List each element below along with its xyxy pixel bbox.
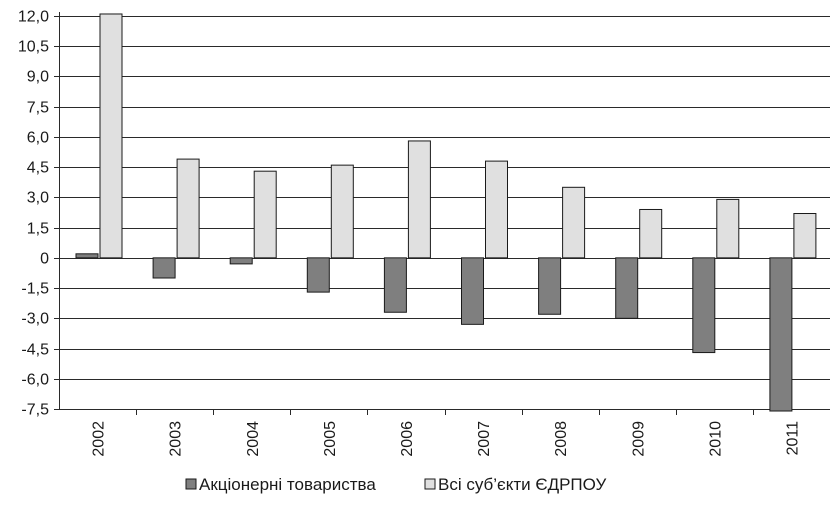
y-tick-label: 9,0 (27, 69, 49, 86)
bar-vsi-subiekty (793, 213, 817, 259)
bar-aktsionerni (692, 257, 716, 354)
x-tick-label: 2004 (245, 421, 262, 457)
x-tick-labels: 2002 2003 2004 2005 2006 2007 2008 2009 2010 2011 (91, 421, 802, 457)
y-tick-label: -7,5 (21, 402, 49, 419)
bar-aktsionerni (461, 257, 484, 325)
y-tick-label: -4,5 (21, 342, 49, 359)
x-tick-label: 2009 (630, 421, 647, 457)
x-tick-label: 2006 (399, 421, 416, 457)
y-tick-label: -1,5 (21, 281, 49, 298)
bar-aktsionerni (383, 257, 407, 313)
legend-label-vsi-subiekty: Всі суб’єкти ЄДРПОУ (438, 475, 606, 494)
y-tick-label: 0 (40, 251, 49, 268)
x-tick-label: 2010 (707, 421, 724, 457)
bar-aktsionerni (769, 257, 793, 412)
bar-aktsionerni (306, 257, 330, 293)
bar-vsi-subiekty (639, 208, 663, 259)
x-tick-label: 2002 (91, 421, 108, 457)
y-tick-label: 10,5 (18, 39, 49, 56)
y-tick-label: 4,5 (27, 160, 49, 177)
x-tick-label: 2011 (784, 421, 801, 456)
bar-vsi-subiekty (99, 13, 123, 259)
bar-vsi-subiekty (562, 186, 586, 259)
bar-vsi-subiekty (176, 158, 200, 259)
y-tick-label: 12,0 (18, 9, 49, 26)
axes (54, 12, 754, 415)
bar-aktsionerni (615, 257, 639, 319)
bar-aktsionerni (75, 253, 99, 259)
y-tick-label: 1,5 (27, 221, 49, 238)
x-tick-label: 2007 (476, 421, 493, 457)
bar-vsi-subiekty (716, 198, 740, 259)
x-tick-label: 2005 (322, 421, 339, 457)
bars (75, 13, 817, 412)
bar-aktsionerni (152, 257, 176, 279)
legend-swatch-vsi-subiekty (424, 478, 436, 490)
bar-aktsionerni (538, 257, 562, 315)
x-tick-label: 2003 (168, 421, 185, 457)
y-tick-labels: 12,0 10,5 9,0 7,5 6,0 4,5 3,0 1,5 0 -1,5 -3,0 -4,5 -… (18, 9, 49, 419)
bar-vsi-subiekty (407, 140, 431, 259)
bar-vsi-subiekty (253, 170, 277, 259)
x-tick-label: 2008 (553, 421, 570, 457)
y-tick-label: -3,0 (21, 311, 49, 328)
bar-aktsionerni (229, 257, 253, 265)
bar-vsi-subiekty (485, 160, 508, 259)
legend-label-aktsionerni: Акціонерні товариства (199, 475, 376, 494)
bar-vsi-subiekty (330, 164, 354, 259)
y-tick-label: 3,0 (27, 190, 49, 207)
legend-swatch-aktsionerni (185, 478, 197, 490)
y-tick-label: -6,0 (21, 372, 49, 389)
y-tick-label: 7,5 (27, 100, 49, 117)
y-tick-label: 6,0 (27, 130, 49, 147)
legend: Акціонерні товариства Всі суб’єкти ЄДРПОУ (185, 475, 606, 494)
